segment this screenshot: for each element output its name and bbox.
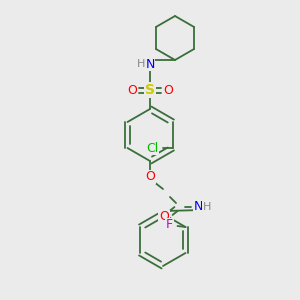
- Text: N: N: [145, 58, 155, 70]
- Text: F: F: [166, 218, 173, 232]
- Text: O: O: [163, 83, 173, 97]
- Text: N: N: [193, 200, 203, 214]
- Text: H: H: [203, 202, 211, 212]
- Text: S: S: [145, 83, 155, 97]
- Text: O: O: [159, 211, 169, 224]
- Text: Cl: Cl: [146, 142, 159, 154]
- Text: O: O: [145, 170, 155, 184]
- Text: H: H: [137, 59, 145, 69]
- Text: O: O: [127, 83, 137, 97]
